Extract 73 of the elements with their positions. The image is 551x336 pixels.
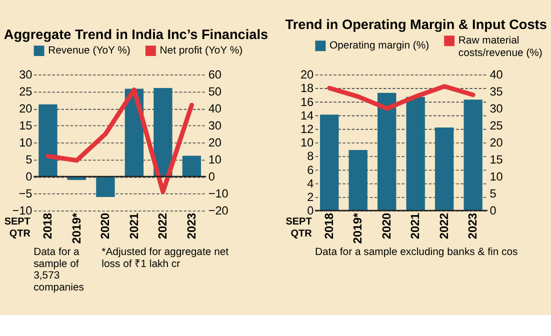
x-axis-title: SEPT QTR xyxy=(286,216,312,240)
line-series xyxy=(327,84,476,111)
y2-tick-label: 40 xyxy=(208,102,222,116)
y-tick-label: 12 xyxy=(300,122,314,136)
x-tick-label: 2023 xyxy=(184,212,198,240)
bar xyxy=(38,104,58,177)
y2-tick-label: −20 xyxy=(208,204,229,218)
x-tick-label: 2019* xyxy=(69,212,84,244)
y-tick-label: 30 xyxy=(19,68,33,82)
y-tick-label: 25 xyxy=(19,84,33,99)
y2-tick-label: 15 xyxy=(490,152,504,167)
y2-tick-label: 10 xyxy=(490,170,504,184)
text: Data for a sample excluding banks & fin cos xyxy=(314,247,518,258)
y-tick-label: 4 xyxy=(307,176,314,190)
y2-tick-label: 20 xyxy=(490,136,504,150)
bar xyxy=(378,92,396,211)
chart-title: Aggregate Trend in India Inc’s Financials xyxy=(4,27,268,42)
y2-tick-label: 30 xyxy=(490,102,504,116)
y-tick-label: 0 xyxy=(307,204,314,218)
y-tick-label: 2 xyxy=(307,190,314,204)
y2-tick-label: 10 xyxy=(208,152,222,167)
bar xyxy=(154,88,172,177)
bar xyxy=(435,128,454,211)
bar xyxy=(320,114,339,211)
y2-tick-label: 30 xyxy=(208,118,222,133)
y2-tick-label: 50 xyxy=(208,84,222,99)
y-tick-label: 16 xyxy=(300,94,314,109)
bar xyxy=(182,156,202,177)
x-tick-label: 2018 xyxy=(40,212,55,240)
legend-label: Raw material costs/revenue (%) xyxy=(458,36,542,59)
y-tick-label: 15 xyxy=(19,118,33,133)
chart-title: Trend in Operating Margin & Input Costs xyxy=(285,17,548,32)
bar xyxy=(464,100,482,211)
x-tick-label: 2020 xyxy=(98,212,112,240)
y-tick-label: 18 xyxy=(300,81,314,96)
line-series xyxy=(46,87,194,194)
y2-tick-label: 40 xyxy=(490,68,504,82)
y-tick-label: 0 xyxy=(26,170,33,184)
y-tick-label: 20 xyxy=(19,102,33,116)
x-axis-title: SEPT QTR xyxy=(4,216,30,240)
y2-tick-label: 0 xyxy=(490,204,497,218)
text: Data for a sample of 3,573 companies xyxy=(34,247,84,294)
x-tick-label: 2018 xyxy=(322,212,336,240)
y-tick-label: 8 xyxy=(307,149,314,164)
y-tick-label: 5 xyxy=(26,152,33,167)
legend-label: Revenue (YoY %) xyxy=(48,46,130,57)
y-tick-label: 14 xyxy=(300,108,314,122)
y2-tick-label: 60 xyxy=(208,68,222,82)
y-tick-label: −5 xyxy=(18,186,33,201)
y2-tick-label: 25 xyxy=(490,118,504,133)
y-tick-label: 20 xyxy=(300,68,314,82)
y2-tick-label: 20 xyxy=(208,136,222,150)
x-tick-label: 2020 xyxy=(379,212,394,240)
legend-label: Operating margin (%) xyxy=(330,40,430,52)
y2-tick-label: 0 xyxy=(208,170,216,184)
y2-tick-label: −10 xyxy=(208,186,229,201)
y-tick-label: −10 xyxy=(12,204,33,218)
text: *Adjusted for aggregate net loss of ₹1 lakh cr xyxy=(102,247,229,270)
y-tick-label: 6 xyxy=(307,162,314,177)
x-tick-label: 2021 xyxy=(408,212,422,240)
legend-label: Net profit (YoY %) xyxy=(160,46,243,57)
x-tick-label: 2023 xyxy=(466,212,480,240)
bar xyxy=(406,96,425,211)
bar xyxy=(348,150,368,211)
y2-tick-label: 5 xyxy=(490,186,497,201)
x-tick-label: 2022 xyxy=(436,212,451,240)
y2-tick-label: 35 xyxy=(490,84,504,99)
bar xyxy=(96,176,115,197)
x-tick-label: 2022 xyxy=(156,212,170,240)
x-tick-label: 2019* xyxy=(350,212,365,244)
y-tick-label: 10 xyxy=(19,136,33,150)
x-tick-label: 2021 xyxy=(126,212,141,240)
y-tick-label: 10 xyxy=(300,136,314,150)
